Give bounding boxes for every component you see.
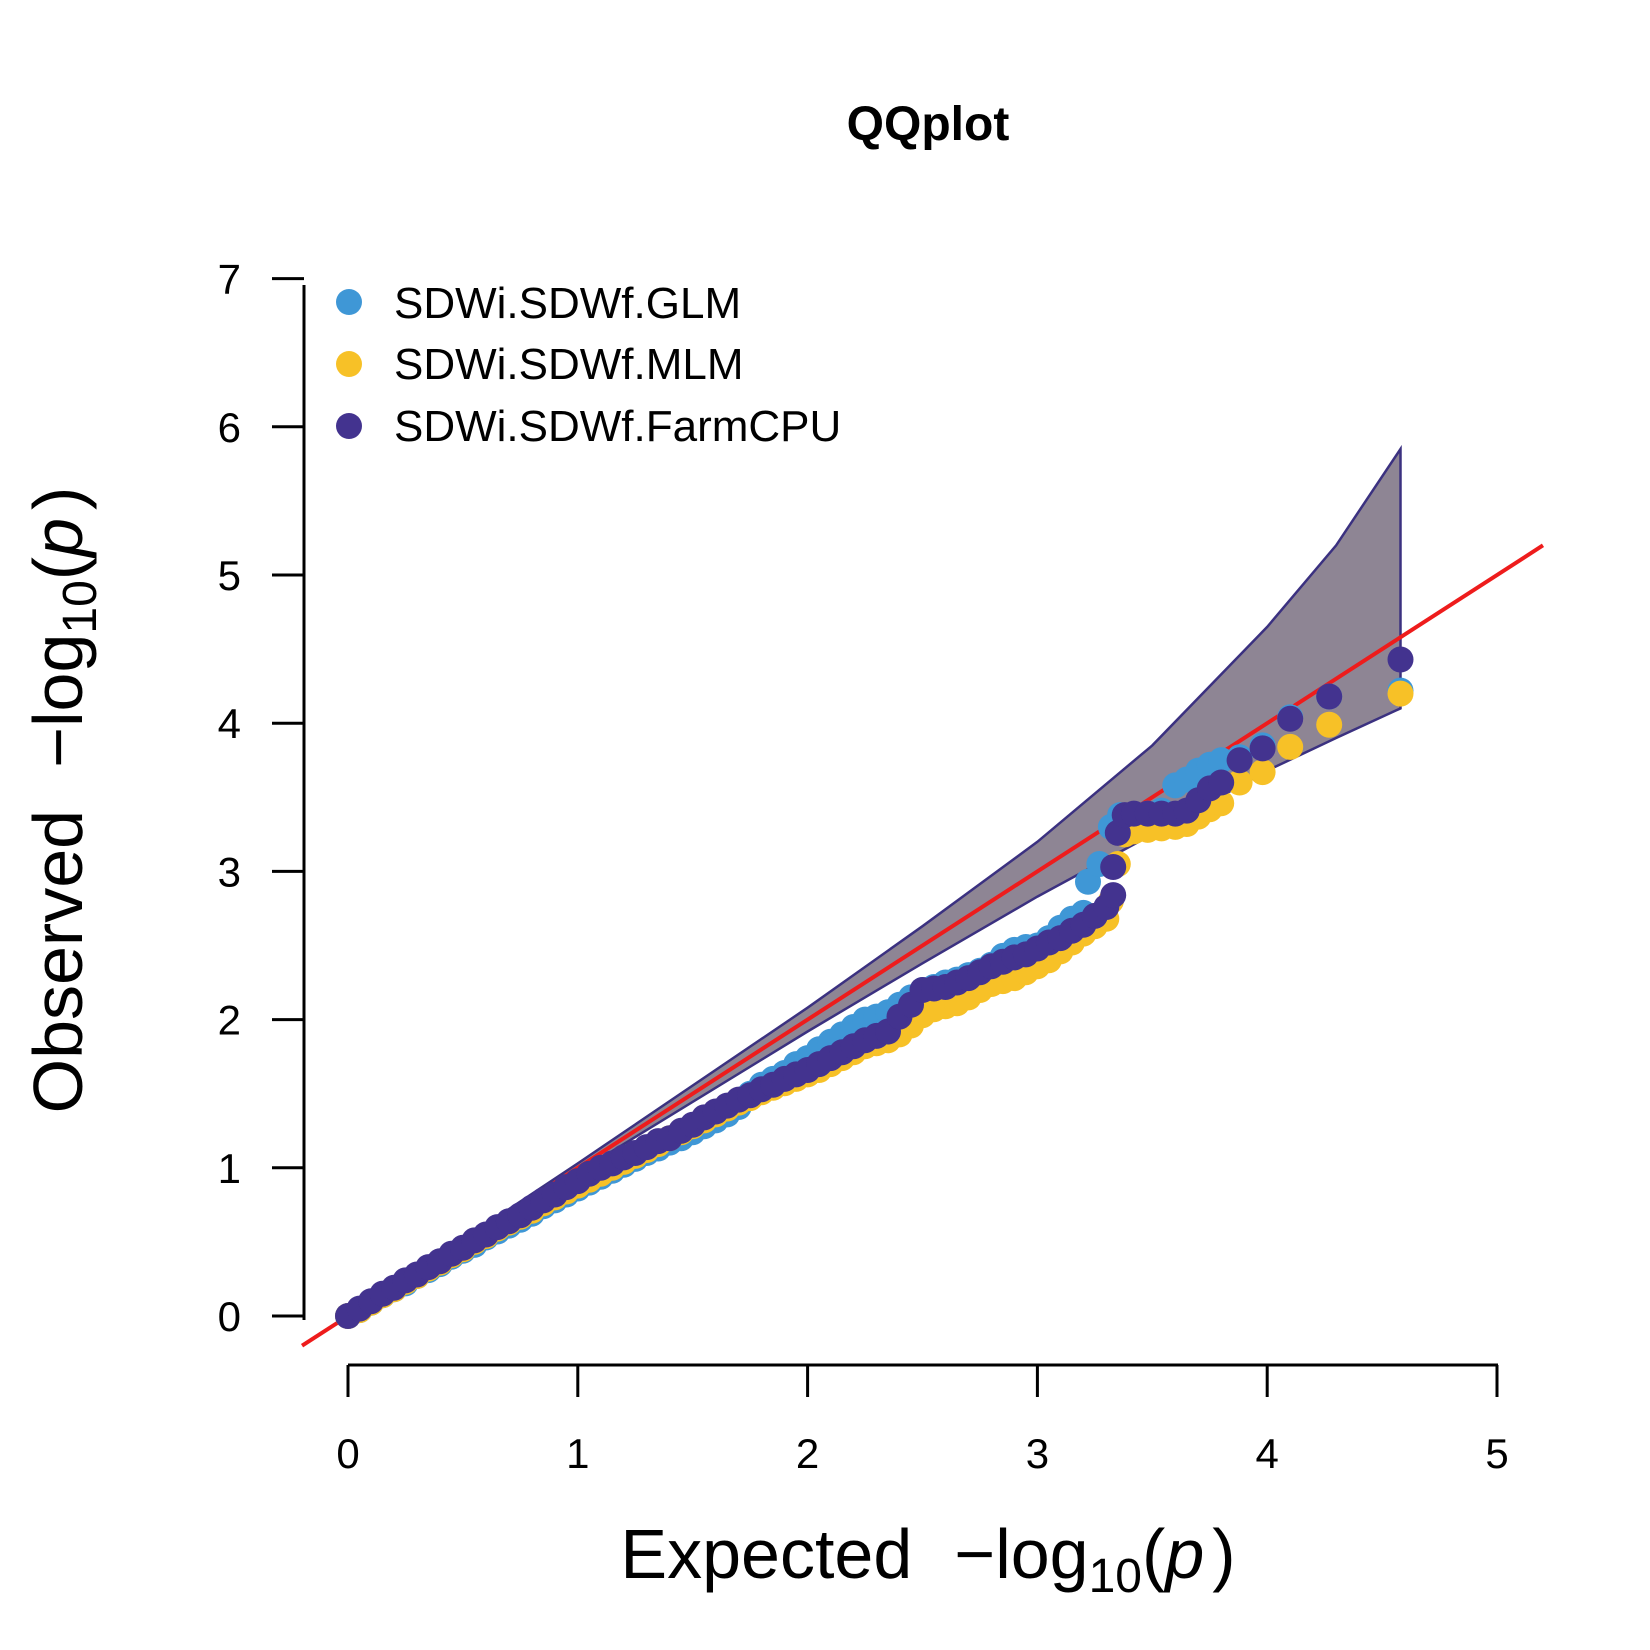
y-tick-label: 1 (218, 1145, 241, 1192)
y-tick-label: 7 (218, 256, 241, 303)
data-point (1277, 705, 1304, 732)
data-points (335, 646, 1414, 1329)
data-point (1249, 735, 1276, 762)
y-tick-label: 6 (218, 404, 241, 451)
legend-label-farmcpu: SDWi.SDWf.FarmCPU (394, 402, 841, 451)
x-tick-label: 1 (566, 1430, 589, 1477)
confidence-band (347, 444, 1402, 1318)
chart-title: QQplot (847, 98, 1010, 151)
y-axis-title: Observed−log10(p) (19, 487, 107, 1114)
y-tick-label: 2 (218, 997, 241, 1044)
data-point (1277, 733, 1304, 760)
data-point (1387, 646, 1414, 673)
legend-marker-mlm (336, 351, 362, 377)
y-tick-label: 5 (218, 552, 241, 599)
y-axis: 0 1 2 3 4 5 6 7 (218, 256, 306, 1340)
data-point (1100, 854, 1127, 880)
legend-label-mlm: SDWi.SDWf.MLM (394, 340, 744, 389)
y-tick-label: 3 (218, 848, 241, 895)
x-axis: 0 1 2 3 4 5 (336, 1363, 1509, 1477)
data-point (1226, 747, 1253, 774)
data-point (1100, 882, 1127, 909)
x-axis-title: Expected −log10(p) (620, 1515, 1235, 1603)
legend: SDWi.SDWf.GLM SDWi.SDWf.MLM SDWi.SDWf.Fa… (336, 279, 841, 451)
x-tick-label: 4 (1256, 1430, 1279, 1477)
y-tick-label: 4 (218, 700, 241, 747)
data-point (1226, 769, 1253, 796)
data-point (1249, 759, 1276, 786)
x-tick-label: 0 (336, 1430, 359, 1477)
series-2 (335, 646, 1414, 1329)
legend-marker-glm (336, 289, 362, 315)
x-tick-label: 5 (1485, 1430, 1508, 1477)
legend-marker-farmcpu (336, 413, 362, 439)
y-tick-label: 0 (218, 1293, 241, 1340)
data-point (1316, 683, 1343, 710)
data-point (1208, 769, 1235, 796)
data-point (1387, 680, 1414, 707)
x-tick-label: 3 (1026, 1430, 1049, 1477)
legend-label-glm: SDWi.SDWf.GLM (394, 279, 741, 328)
x-tick-label: 2 (796, 1430, 819, 1477)
confidence-band-area (347, 444, 1402, 1318)
data-point (1316, 711, 1343, 738)
